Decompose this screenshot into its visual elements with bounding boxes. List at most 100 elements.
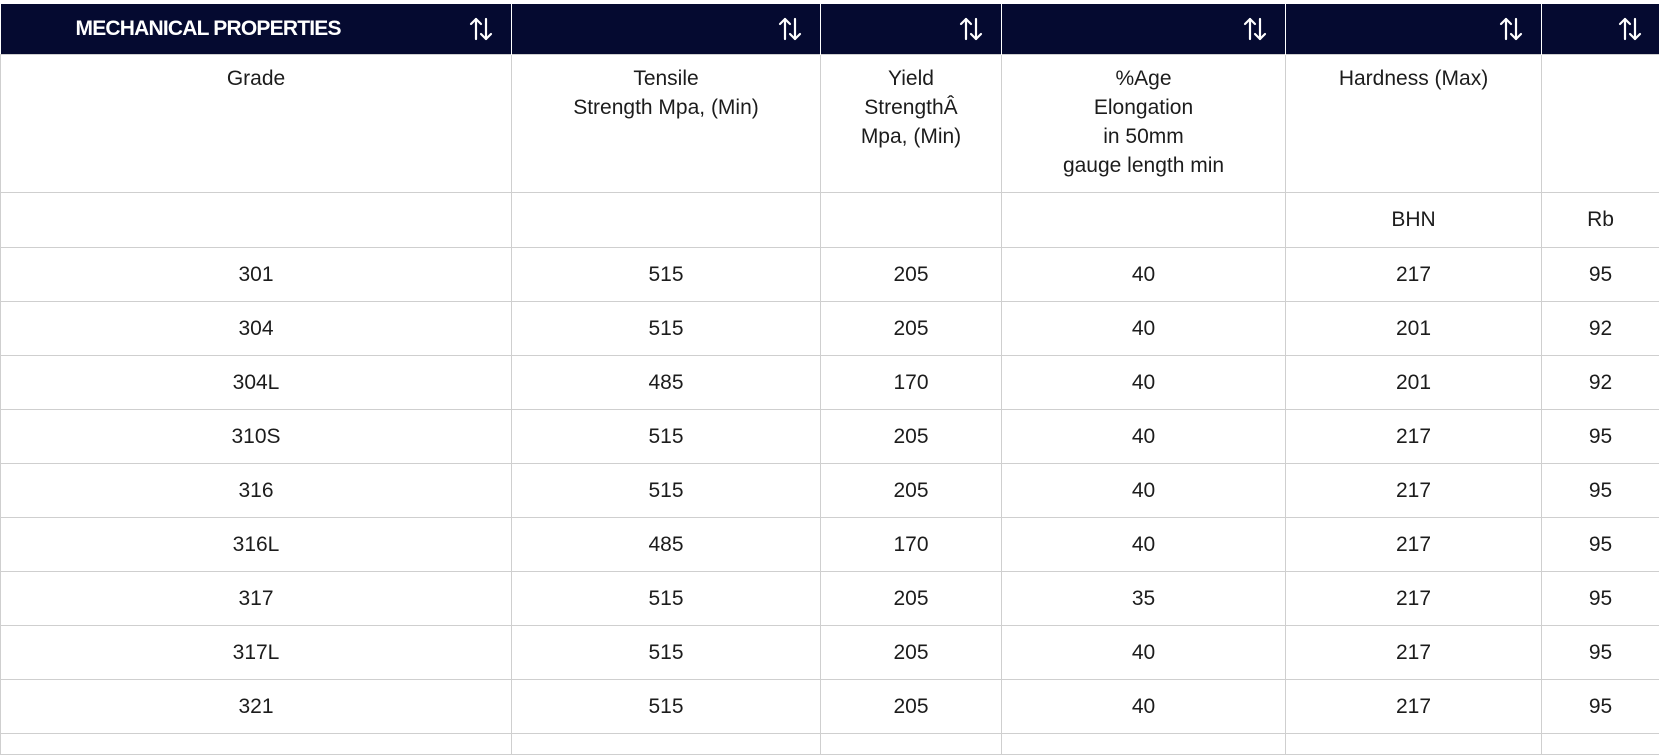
bhn-cell: 217 — [1286, 626, 1542, 680]
header-cell-1[interactable]: MECHANICAL PROPERTIES — [1, 4, 512, 55]
unit-row: BHN Rb — [1, 193, 1659, 248]
rb-cell: 95 — [1542, 410, 1659, 464]
bhn-cell: 217 — [1286, 464, 1542, 518]
yield-cell: 205 — [821, 410, 1002, 464]
empty-cell — [1002, 734, 1286, 755]
column-label-empty — [1542, 55, 1659, 193]
mechanical-properties-table: MECHANICAL PROPERTIES Grade Tensile Stre… — [0, 4, 1659, 755]
rb-cell: 95 — [1542, 248, 1659, 302]
yield-cell: 170 — [821, 518, 1002, 572]
table-row-partial — [1, 734, 1659, 755]
yield-cell: 205 — [821, 572, 1002, 626]
header-cell-4[interactable] — [1002, 4, 1286, 55]
unit-cell-rb: Rb — [1542, 193, 1659, 248]
tensile-cell: 515 — [512, 680, 821, 734]
tensile-cell: 515 — [512, 302, 821, 356]
sort-arrows-icon[interactable] — [776, 15, 804, 43]
header-cell-5[interactable] — [1286, 4, 1542, 55]
unit-cell — [512, 193, 821, 248]
empty-cell — [1542, 734, 1659, 755]
header-cell-6[interactable] — [1542, 4, 1659, 55]
yield-cell: 205 — [821, 680, 1002, 734]
elongation-cell: 40 — [1002, 302, 1286, 356]
tensile-cell: 515 — [512, 410, 821, 464]
bhn-cell: 217 — [1286, 248, 1542, 302]
column-label-tensile-strength: Tensile Strength Mpa, (Min) — [512, 55, 821, 193]
header-cell-2[interactable] — [512, 4, 821, 55]
grade-cell: 304L — [1, 356, 512, 410]
elongation-cell: 40 — [1002, 464, 1286, 518]
rb-cell: 95 — [1542, 680, 1659, 734]
rb-cell: 95 — [1542, 572, 1659, 626]
grade-cell: 304 — [1, 302, 512, 356]
header-cell-3[interactable] — [821, 4, 1002, 55]
yield-cell: 205 — [821, 248, 1002, 302]
bhn-cell: 217 — [1286, 518, 1542, 572]
tensile-cell: 515 — [512, 626, 821, 680]
bhn-cell: 217 — [1286, 572, 1542, 626]
sort-arrows-icon[interactable] — [1616, 15, 1644, 43]
grade-cell: 316L — [1, 518, 512, 572]
elongation-cell: 35 — [1002, 572, 1286, 626]
sort-arrows-icon[interactable] — [1497, 15, 1525, 43]
elongation-cell: 40 — [1002, 680, 1286, 734]
sort-arrows-icon[interactable] — [467, 15, 495, 43]
grade-cell: 317 — [1, 572, 512, 626]
tensile-cell: 515 — [512, 248, 821, 302]
column-label-hardness: Hardness (Max) — [1286, 55, 1542, 193]
rb-cell: 95 — [1542, 464, 1659, 518]
empty-cell — [512, 734, 821, 755]
grade-cell: 301 — [1, 248, 512, 302]
tensile-cell: 515 — [512, 572, 821, 626]
mechanical-properties-table-wrapper: MECHANICAL PROPERTIES Grade Tensile Stre… — [0, 4, 1659, 755]
tensile-cell: 485 — [512, 356, 821, 410]
rb-cell: 95 — [1542, 626, 1659, 680]
bhn-cell: 201 — [1286, 356, 1542, 410]
rb-cell: 92 — [1542, 302, 1659, 356]
tensile-cell: 485 — [512, 518, 821, 572]
rb-cell: 92 — [1542, 356, 1659, 410]
table-title: MECHANICAL PROPERTIES — [76, 17, 341, 41]
elongation-cell: 40 — [1002, 356, 1286, 410]
yield-cell: 205 — [821, 464, 1002, 518]
grade-cell: 317L — [1, 626, 512, 680]
sort-arrows-icon[interactable] — [1241, 15, 1269, 43]
empty-cell — [1, 734, 512, 755]
empty-cell — [1286, 734, 1542, 755]
grade-cell: 310S — [1, 410, 512, 464]
yield-cell: 205 — [821, 302, 1002, 356]
sort-arrows-icon[interactable] — [957, 15, 985, 43]
column-label-row: Grade Tensile Strength Mpa, (Min) Yield … — [1, 55, 1659, 193]
bhn-cell: 217 — [1286, 410, 1542, 464]
unit-cell-bhn: BHN — [1286, 193, 1542, 248]
rb-cell: 95 — [1542, 518, 1659, 572]
elongation-cell: 40 — [1002, 518, 1286, 572]
unit-cell — [821, 193, 1002, 248]
tensile-cell: 515 — [512, 464, 821, 518]
bhn-cell: 201 — [1286, 302, 1542, 356]
elongation-cell: 40 — [1002, 410, 1286, 464]
column-label-yield-strength: Yield StrengthÂ Mpa, (Min) — [821, 55, 1002, 193]
elongation-cell: 40 — [1002, 248, 1286, 302]
unit-cell — [1, 193, 512, 248]
column-label-grade: Grade — [1, 55, 512, 193]
yield-cell: 170 — [821, 356, 1002, 410]
grade-cell: 316 — [1, 464, 512, 518]
table-header-row: MECHANICAL PROPERTIES — [1, 4, 1659, 55]
bhn-cell: 217 — [1286, 680, 1542, 734]
empty-cell — [821, 734, 1002, 755]
column-label-elongation: %Age Elongation in 50mm gauge length min — [1002, 55, 1286, 193]
grade-cell: 321 — [1, 680, 512, 734]
yield-cell: 205 — [821, 626, 1002, 680]
unit-cell — [1002, 193, 1286, 248]
elongation-cell: 40 — [1002, 626, 1286, 680]
